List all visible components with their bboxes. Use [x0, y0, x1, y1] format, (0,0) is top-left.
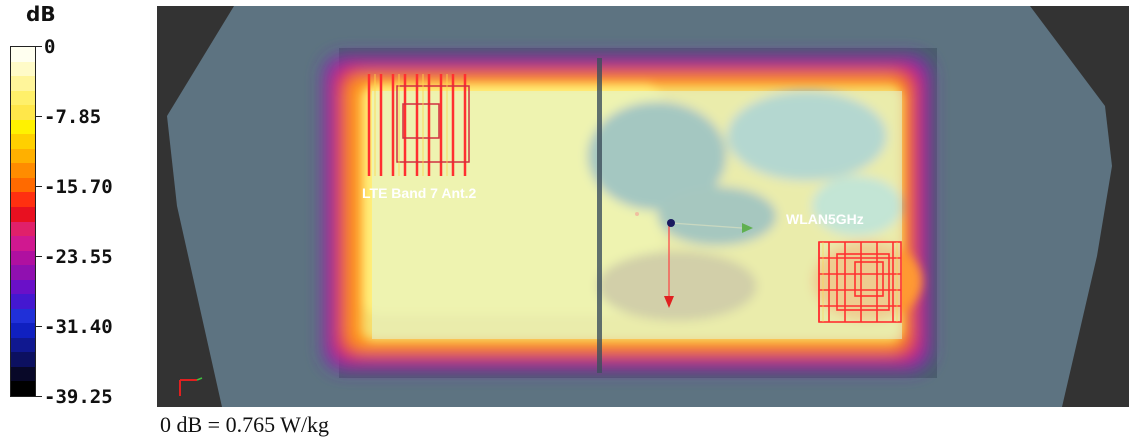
color-swatch — [11, 221, 35, 237]
sar-plot-canvas — [157, 6, 1129, 407]
color-swatch — [11, 381, 35, 397]
sar-distribution-plot: LTE Band 7 Ant.2 WLAN5GHz — [157, 6, 1129, 407]
wlan-antenna-grid — [818, 241, 902, 323]
color-swatch — [11, 47, 35, 63]
color-swatch — [11, 323, 35, 339]
color-swatch — [11, 119, 35, 135]
tick-label-2: -15.70 — [44, 176, 113, 198]
tick-label-4: -31.40 — [44, 316, 113, 338]
tick-label-3: -23.55 — [44, 246, 113, 268]
tick-label-0: 0 — [44, 36, 56, 58]
color-swatch — [11, 90, 35, 106]
color-swatch — [11, 337, 35, 353]
color-swatch — [11, 61, 35, 77]
color-swatch — [11, 294, 35, 310]
tick-label-1: -7.85 — [44, 106, 102, 128]
tick-mark — [36, 116, 42, 117]
color-scale: dB 0 -7.85 -15.70 -23.55 -31.40 -39.25 — [0, 0, 150, 410]
device-seam — [597, 58, 602, 373]
antenna-label-wlan: WLAN5GHz — [786, 211, 864, 227]
color-swatch — [11, 206, 35, 222]
tick-mark — [36, 46, 42, 47]
tick-mark — [36, 186, 42, 187]
color-scale-bar — [10, 46, 36, 397]
antenna-label-lte: LTE Band 7 Ant.2 — [362, 185, 477, 201]
tick-mark — [36, 256, 42, 257]
color-swatch — [11, 134, 35, 150]
tick-mark — [36, 396, 42, 397]
scale-unit-label: dB — [26, 2, 56, 26]
tick-label-5: -39.25 — [44, 386, 113, 408]
color-swatch — [11, 148, 35, 164]
tick-mark — [36, 326, 42, 327]
color-swatch — [11, 250, 35, 266]
color-swatch — [11, 279, 35, 295]
orientation-indicator — [179, 377, 203, 396]
reference-caption: 0 dB = 0.765 W/kg — [160, 412, 330, 437]
coordinate-axes — [635, 212, 753, 308]
color-swatch — [11, 177, 35, 193]
color-swatch — [11, 163, 35, 179]
color-swatch — [11, 265, 35, 281]
color-swatch — [11, 192, 35, 208]
color-swatch — [11, 352, 35, 368]
color-swatch — [11, 76, 35, 92]
color-swatch — [11, 366, 35, 382]
color-swatch — [11, 236, 35, 252]
lte-antenna-grid — [367, 74, 467, 176]
lte-antenna-boxes — [396, 85, 470, 163]
color-swatch — [11, 105, 35, 121]
color-swatch — [11, 308, 35, 324]
